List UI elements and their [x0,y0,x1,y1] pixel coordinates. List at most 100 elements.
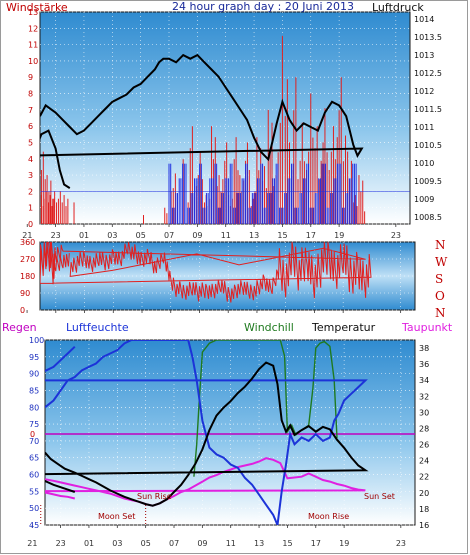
y-tick-label-direction: 270 [20,255,35,264]
moon-rise-label: Moon Rise [308,512,349,521]
direction-label-w: W [435,255,448,269]
y-tick-label-wind: 2 [28,187,33,196]
y-tick-label-humidity: 95 [29,353,39,362]
y-tick-label-temperature: 16 [419,521,429,530]
y-tick-label-temperature: 36 [419,360,429,369]
y-tick-label-humidity: 75 [29,420,39,429]
y-tick-label-wind: 3 [28,171,33,180]
wind-strength-label: Windstärke [6,1,68,14]
y-tick-label-wind: 8 [28,90,33,99]
y-tick-label-pressure: 1013.5 [414,33,442,42]
sun-rise-label: Sun Rise [137,492,172,501]
top-marks [40,35,410,224]
mid-tick-labels: 0 90 180 270 360 [20,238,35,315]
y-tick-label-direction: 180 [20,272,35,281]
y-tick-label-pressure: 1009.5 [414,177,442,186]
x-tick-label: 05 [141,539,151,548]
x-tick-label: 13 [249,231,259,240]
bottom-tick-labels: 45 50 55 60 65 70 75 80 85 90 95 100 16 18 20 22 24 26 28 3… [27,336,429,548]
x-tick-label: 15 [282,539,292,548]
x-tick-label: 17 [306,231,316,240]
y-tick-label-humidity: 60 [29,471,39,480]
legend-windchill: Windchill [244,321,294,334]
y-tick-label-humidity: 50 [29,504,39,513]
y-tick-label-wind: 13 [28,8,38,17]
y-tick-label-direction: 90 [20,289,30,298]
y-tick-label-pressure: 1013 [414,51,434,60]
legend-rain: Regen [2,321,37,334]
y-tick-label-wind: 11 [28,41,38,50]
top-tick-labels: 0123456789101112131008.510091009.5101010… [22,8,442,240]
x-tick-label: 13 [254,539,264,548]
x-tick-label: 19 [334,231,344,240]
y-tick-label-temperature: 34 [419,376,429,385]
y-tick-label-wind: 9 [28,73,33,82]
direction-label-o: O [435,289,445,303]
legend-humidity: Luftfeuchte [66,321,129,334]
chart-title: 24 hour graph day : 20 Juni 2013 [172,0,354,13]
y-tick-label-pressure: 1010 [414,159,434,168]
y-tick-label-pressure: 1014 [414,15,434,24]
x-tick-label: 23 [51,231,61,240]
y-tick-label-wind: 7 [28,106,33,115]
humidity-line [45,340,368,525]
y-tick-label-direction: 360 [20,238,35,247]
y-tick-label-wind: 0 [28,220,33,229]
dewpoint-line [45,457,366,507]
y-tick-label-pressure: 1012.5 [414,69,442,78]
y-tick-label-humidity: 55 [29,487,39,496]
y-tick-label-pressure: 1008.5 [414,213,442,222]
sun-set-label: Sun Set [364,492,395,501]
rain-zero-label: 0 [30,430,35,439]
x-tick-label: 01 [84,539,94,548]
x-tick-label: 19 [339,539,349,548]
y-tick-label-temperature: 20 [419,489,429,498]
y-tick-label-temperature: 30 [419,408,429,417]
direction-label-s: S [435,272,443,286]
y-tick-label-temperature: 28 [419,424,429,433]
y-tick-label-humidity: 45 [29,521,39,530]
x-tick-label: 23 [391,231,401,240]
y-tick-label-temperature: 38 [419,344,429,353]
y-tick-label-humidity: 70 [29,437,39,446]
x-tick-label: 21 [22,231,32,240]
x-tick-label: 17 [311,539,321,548]
y-tick-label-temperature: 22 [419,473,429,482]
y-tick-label-direction: 0 [20,306,25,315]
x-tick-label: 23 [396,539,406,548]
x-tick-label: 23 [56,539,66,548]
mid-marks [40,242,372,303]
x-tick-label: 21 [27,539,37,548]
y-tick-label-wind: 5 [28,138,33,147]
x-tick-label: 01 [79,231,89,240]
y-tick-label-temperature: 32 [419,392,429,401]
y-tick-label-pressure: 1009 [414,195,434,204]
x-tick-label: 11 [221,231,231,240]
y-tick-label-temperature: 24 [419,457,429,466]
wind-direction-line [40,242,372,303]
y-tick-label-pressure: 1010.5 [414,141,442,150]
windchill-line [193,340,338,477]
y-tick-label-pressure: 1011.5 [414,105,442,114]
y-tick-label-wind: 6 [28,122,33,131]
y-tick-label-humidity: 65 [29,454,39,463]
x-tick-label: 09 [192,231,202,240]
x-tick-label: 03 [107,231,117,240]
y-tick-label-wind: 12 [28,24,38,33]
y-tick-label-wind: 1 [28,204,33,213]
x-tick-label: 09 [197,539,207,548]
x-tick-label: 15 [277,231,287,240]
direction-label-n-bottom: N [435,306,446,320]
y-tick-label-pressure: 1012 [414,87,434,96]
bottom-marks [45,340,415,525]
y-tick-label-wind: 4 [28,155,33,164]
y-tick-label-wind: 10 [28,57,38,66]
x-tick-label: 03 [112,539,122,548]
pressure-label: Luftdruck [372,1,424,14]
legend-temperature: Temperatur [311,321,376,334]
legend-dewpoint: Taupunkt [401,321,453,334]
y-tick-label-pressure: 1011 [414,123,434,132]
x-tick-label: 07 [164,231,174,240]
y-tick-label-humidity: 90 [29,370,39,379]
